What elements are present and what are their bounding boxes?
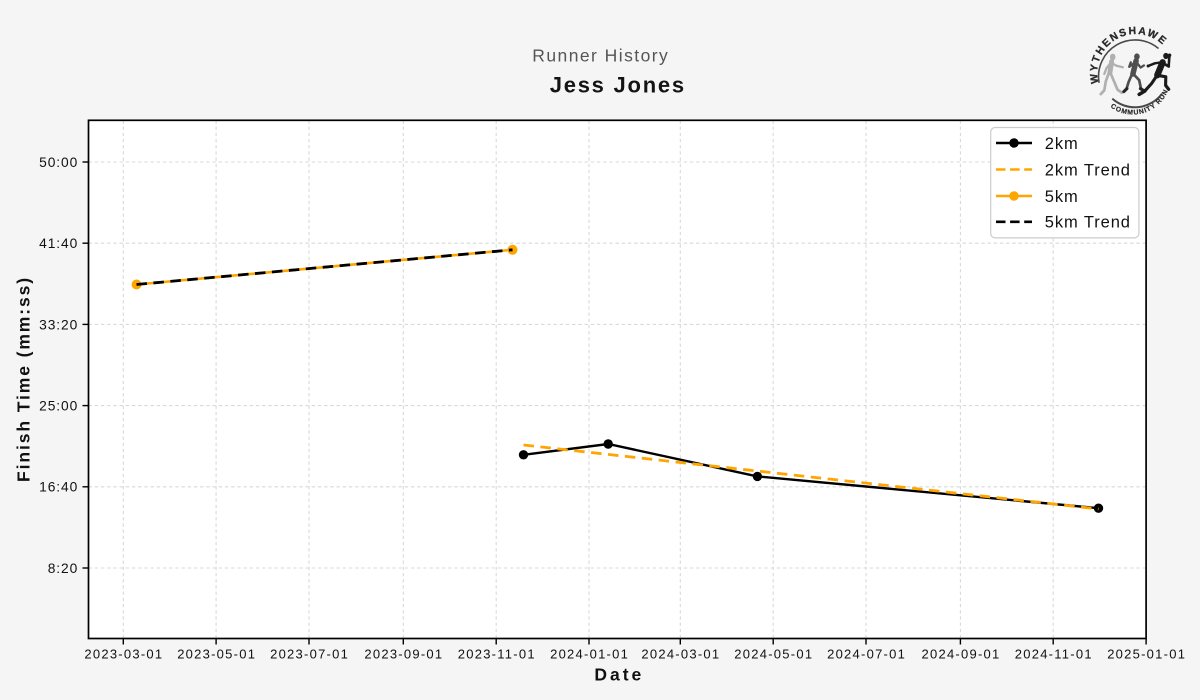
svg-text:16:40: 16:40 (39, 480, 78, 495)
svg-text:2024-11-01: 2024-11-01 (1015, 647, 1093, 662)
svg-text:2023-07-01: 2023-07-01 (270, 647, 349, 662)
svg-text:2023-03-01: 2023-03-01 (84, 647, 163, 662)
svg-text:50:00: 50:00 (39, 155, 78, 170)
svg-text:Finish Time (mm:ss): Finish Time (mm:ss) (13, 276, 33, 482)
svg-text:2024-03-01: 2024-03-01 (641, 647, 720, 662)
svg-text:2km: 2km (1045, 135, 1079, 153)
svg-text:2024-05-01: 2024-05-01 (734, 647, 813, 662)
svg-text:2025-01-01: 2025-01-01 (1107, 647, 1186, 662)
svg-text:33:20: 33:20 (39, 317, 78, 332)
svg-text:Jess Jones: Jess Jones (550, 72, 686, 97)
svg-text:41:40: 41:40 (39, 236, 78, 251)
svg-text:2023-09-01: 2023-09-01 (364, 647, 443, 662)
svg-text:2024-09-01: 2024-09-01 (922, 647, 1001, 662)
svg-text:25:00: 25:00 (39, 399, 78, 414)
svg-text:5km Trend: 5km Trend (1045, 214, 1131, 232)
svg-text:2024-07-01: 2024-07-01 (827, 647, 906, 662)
svg-text:Date: Date (594, 665, 644, 685)
svg-text:5km: 5km (1045, 188, 1079, 206)
svg-text:8:20: 8:20 (48, 561, 78, 576)
svg-text:2km Trend: 2km Trend (1045, 161, 1131, 179)
svg-text:2023-11-01: 2023-11-01 (458, 647, 536, 662)
svg-text:2023-05-01: 2023-05-01 (177, 647, 256, 662)
svg-text:2024-01-01: 2024-01-01 (550, 647, 629, 662)
svg-text:Runner History: Runner History (532, 46, 669, 66)
